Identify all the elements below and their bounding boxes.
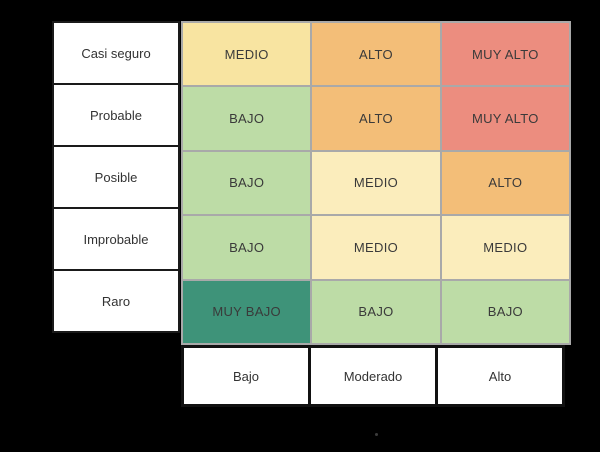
impact-label-row: Bajo Moderado Alto (181, 345, 565, 407)
row-label-casi-seguro: Casi seguro (52, 21, 180, 85)
matrix-cell: BAJO (183, 216, 311, 279)
col-label-alto: Alto (435, 345, 565, 407)
matrix-cell: ALTO (312, 23, 440, 86)
matrix-cell: MUY ALTO (441, 87, 569, 150)
matrix-cell: BAJO (183, 87, 311, 150)
matrix-cell: ALTO (441, 151, 569, 215)
probability-label-column: Casi seguro Probable Posible Improbable … (52, 21, 180, 333)
matrix-cell: MEDIO (183, 23, 311, 86)
matrix-cell: BAJO (183, 151, 311, 215)
row-label-raro: Raro (52, 269, 180, 333)
stray-dot (375, 433, 378, 436)
matrix-cell: MEDIO (441, 216, 569, 279)
col-label-moderado: Moderado (308, 345, 438, 407)
row-label-probable: Probable (52, 83, 180, 147)
row-label-improbable: Improbable (52, 207, 180, 271)
matrix-grid: MEDIO ALTO MUY ALTO BAJO ALTO MUY ALTO B… (181, 21, 571, 345)
matrix-cell: BAJO (312, 280, 440, 343)
row-label-posible: Posible (52, 145, 180, 209)
matrix-cell: MUY BAJO (183, 280, 311, 343)
matrix-cell: MUY ALTO (441, 23, 569, 86)
matrix-cell: BAJO (441, 280, 569, 343)
matrix-cell: MEDIO (312, 151, 440, 215)
col-label-bajo: Bajo (181, 345, 311, 407)
matrix-cell: MEDIO (312, 216, 440, 279)
matrix-cell: ALTO (312, 87, 440, 150)
